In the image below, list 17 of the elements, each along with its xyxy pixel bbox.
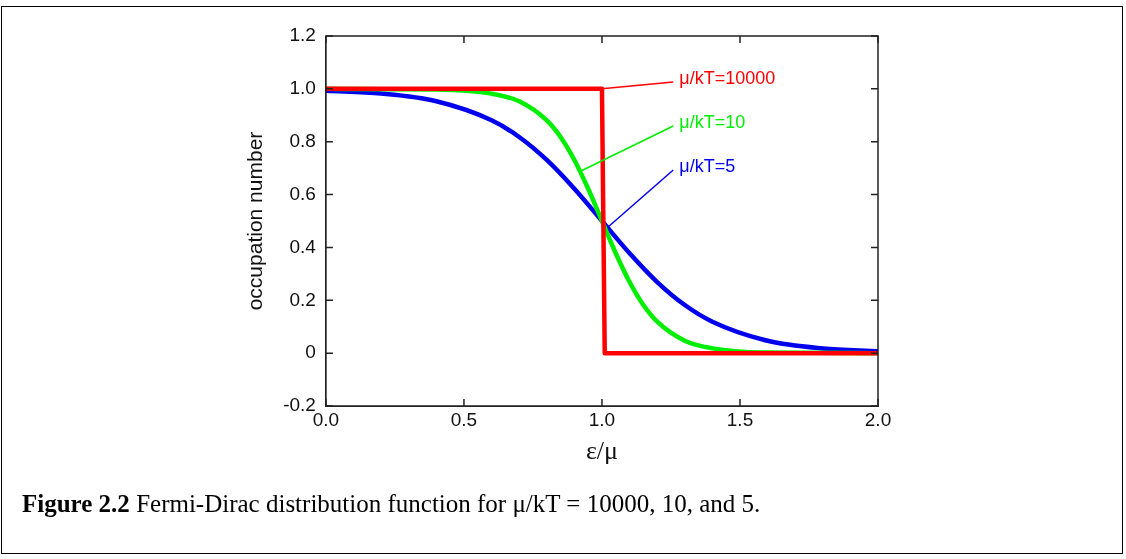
caption: Figure 2.2 Fermi-Dirac distribution function for μ/kT = 10000, 10, and 5. <box>22 490 761 518</box>
y-tick-label: 0.4 <box>289 235 317 257</box>
x-tick-label: 1.5 <box>726 408 754 430</box>
x-tick-label: 0.5 <box>450 408 478 430</box>
y-tick-label: 1.2 <box>289 24 316 46</box>
y-tick-label: 0.6 <box>289 182 316 204</box>
y-tick-label: 1.0 <box>289 77 316 99</box>
y-tick-label: 0.8 <box>289 129 316 151</box>
text: μ/kT=5 <box>679 155 736 176</box>
y-tick-label: 0.2 <box>289 288 316 310</box>
x-tick-label: 2.0 <box>864 408 892 430</box>
x-axis-title: ε/μ <box>585 436 619 466</box>
y-tick-label: 0 <box>305 341 316 363</box>
y-axis-title: occupation number <box>243 131 267 311</box>
text: μ/kT=10 <box>679 111 746 132</box>
x-tick-label: 1.0 <box>588 408 616 430</box>
legend-label: μ/kT=10000 <box>679 67 776 88</box>
